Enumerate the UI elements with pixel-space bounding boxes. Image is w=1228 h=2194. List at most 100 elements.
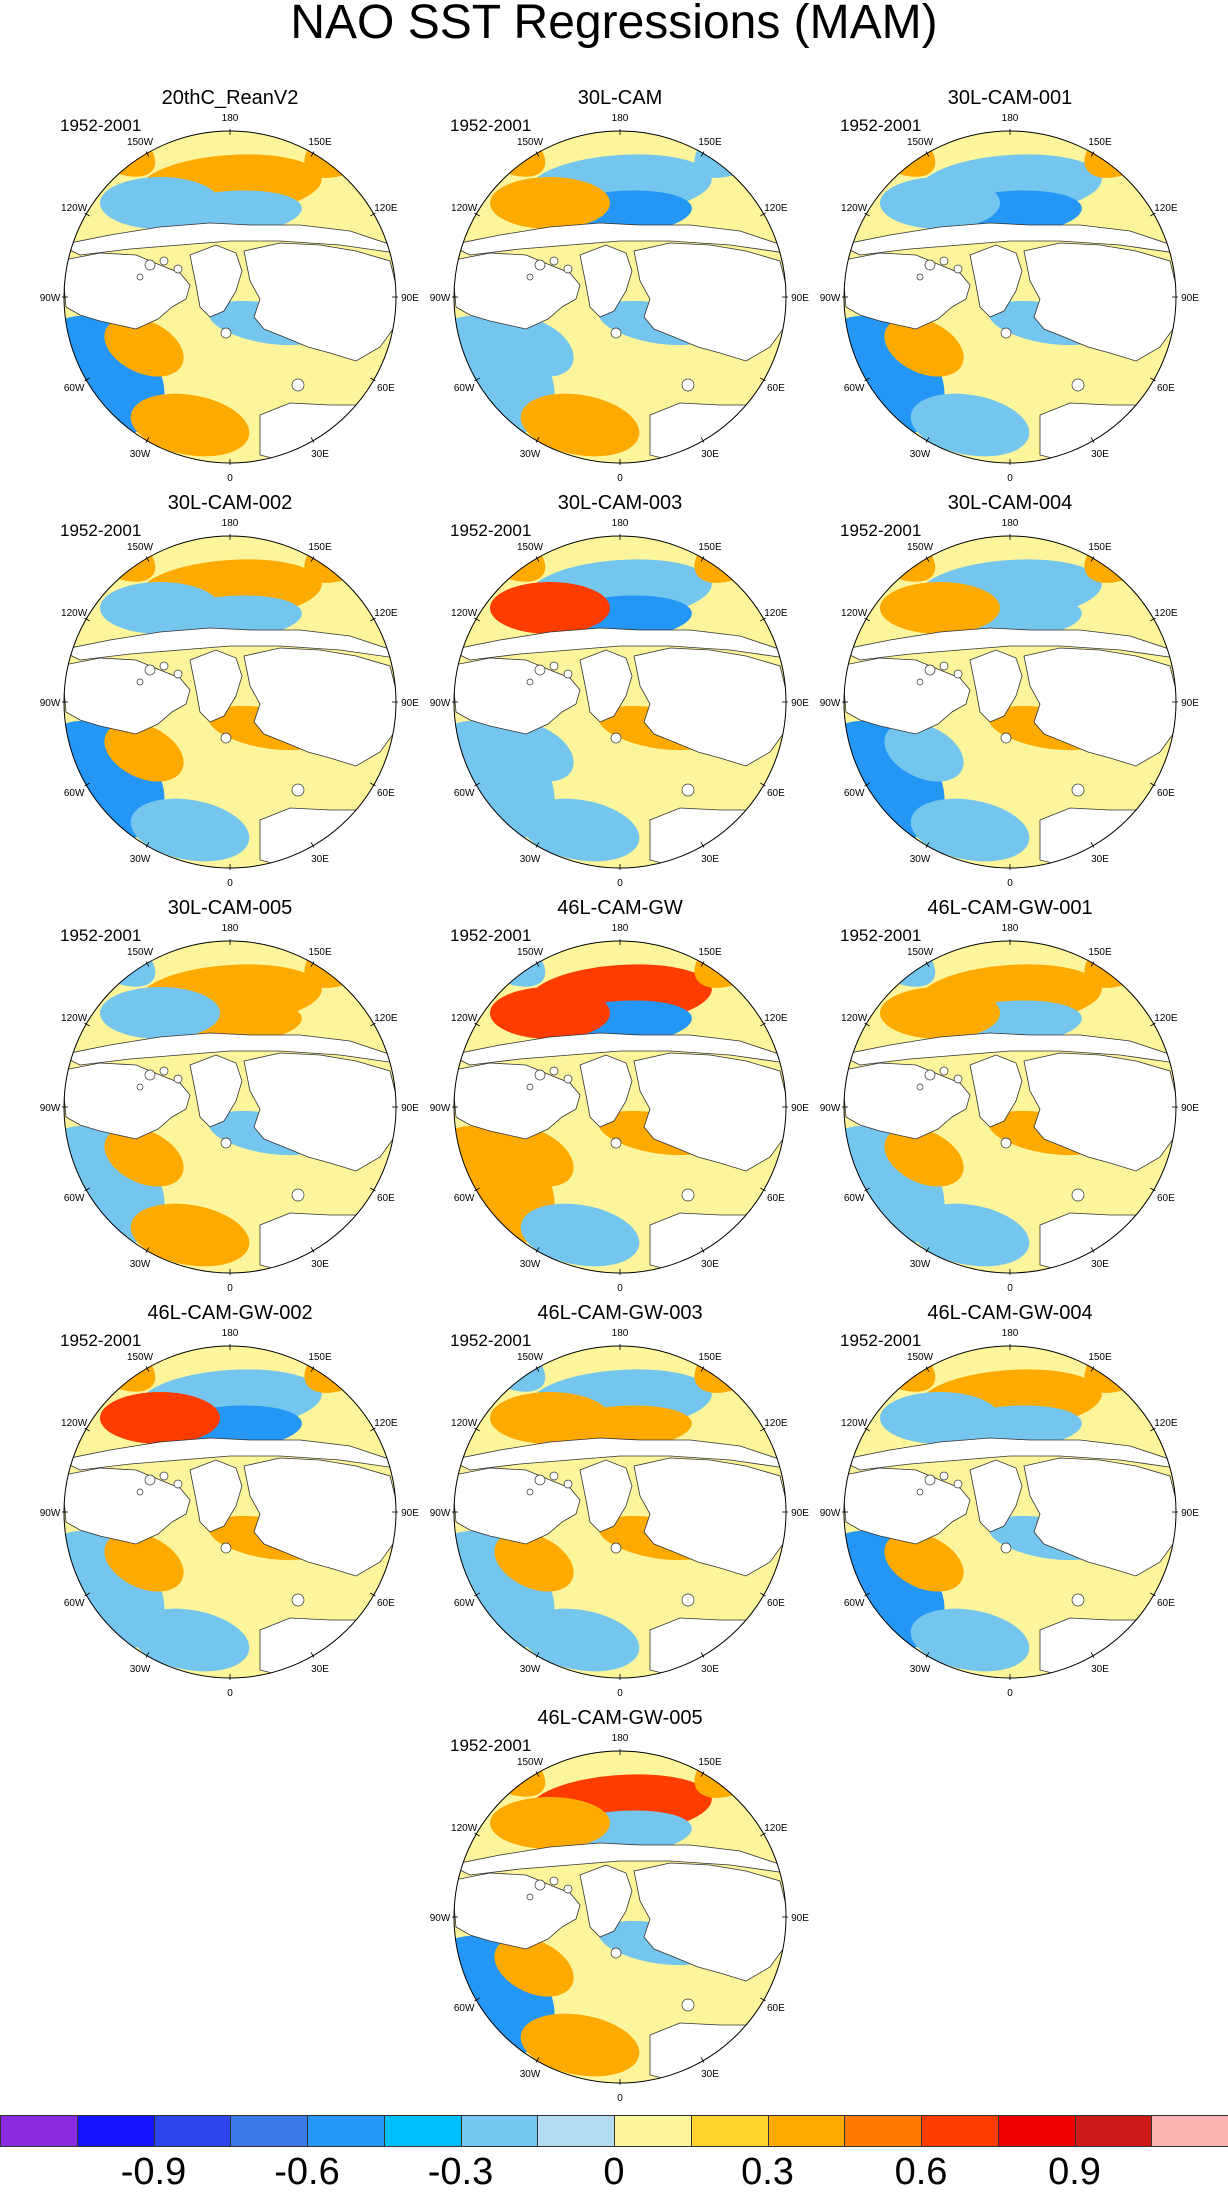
island xyxy=(924,664,936,676)
colorbar-swatch xyxy=(153,2115,232,2147)
island xyxy=(610,1947,622,1959)
landmass xyxy=(633,1457,786,1577)
sst-anomaly-region xyxy=(494,1127,574,1187)
island xyxy=(220,732,232,744)
tick-mark xyxy=(535,1652,540,1658)
island xyxy=(610,327,622,339)
island xyxy=(916,678,924,686)
tick-label: 120E xyxy=(1154,1013,1178,1024)
sst-anomaly-region xyxy=(494,722,574,782)
tick-label: 0 xyxy=(227,878,233,889)
island xyxy=(534,1474,546,1486)
tick-mark xyxy=(370,1187,376,1192)
tick-label: 180 xyxy=(222,518,239,529)
island xyxy=(1071,378,1085,392)
colorbar-label: 0 xyxy=(603,2151,625,2193)
island xyxy=(681,1188,695,1202)
sst-anomaly-region xyxy=(884,1532,964,1592)
island xyxy=(681,1998,695,2012)
tick-label: 150E xyxy=(1088,1352,1112,1363)
sst-anomaly-region xyxy=(884,317,964,377)
island xyxy=(159,661,169,671)
tick-label: 150E xyxy=(308,1352,332,1363)
island xyxy=(939,256,949,266)
tick-mark xyxy=(925,961,930,967)
tick-label: 120W xyxy=(841,1013,868,1024)
colorbar-label: 0.3 xyxy=(741,2151,794,2193)
tick-label: 90E xyxy=(791,1508,809,1519)
tick-label: 60W xyxy=(64,383,85,394)
colorbar-swatch xyxy=(307,2115,385,2147)
tick-label: 60E xyxy=(1157,1193,1175,1204)
tick-mark xyxy=(535,961,540,967)
tick-label: 150W xyxy=(517,1757,544,1768)
tick-label: 150W xyxy=(127,947,154,958)
landmass xyxy=(454,1872,581,1950)
sst-anomaly-region xyxy=(100,1392,220,1444)
tick-mark xyxy=(145,437,150,443)
tick-label: 30W xyxy=(130,854,151,865)
tick-label: 30E xyxy=(1091,1664,1109,1675)
sst-anomaly-region xyxy=(520,393,640,457)
tick-mark xyxy=(1150,212,1156,217)
landmass xyxy=(189,1054,243,1128)
tick-label: 60W xyxy=(64,1193,85,1204)
tick-label: 180 xyxy=(612,923,629,934)
tick-mark xyxy=(145,1247,150,1253)
sst-anomaly-region xyxy=(520,798,640,862)
tick-mark xyxy=(760,377,766,382)
colorbar xyxy=(0,2115,1228,2149)
map-panel: 46L-CAM-GW-001 1952-2001 180 150E 120E 90E 60E… xyxy=(820,895,1200,1294)
tick-label: 120W xyxy=(451,203,478,214)
tick-label: 0 xyxy=(617,473,623,484)
sst-anomaly-region xyxy=(100,177,220,229)
panel-title: 46L-CAM-GW-005 xyxy=(537,1707,703,1729)
tick-label: 60W xyxy=(64,788,85,799)
landmass xyxy=(579,1054,633,1128)
tick-mark xyxy=(474,1427,480,1432)
island xyxy=(526,273,534,281)
tick-label: 60E xyxy=(377,788,395,799)
tick-label: 150E xyxy=(1088,947,1112,958)
tick-label: 30W xyxy=(130,449,151,460)
tick-mark xyxy=(145,1366,150,1372)
tick-label: 30W xyxy=(520,854,541,865)
tick-label: 30E xyxy=(311,449,329,460)
landmass xyxy=(579,1459,633,1533)
tick-label: 120W xyxy=(841,1418,868,1429)
landmass xyxy=(579,244,633,318)
island xyxy=(159,1066,169,1076)
sst-anomaly-region xyxy=(910,393,1030,457)
tick-label: 30W xyxy=(520,449,541,460)
tick-label: 60E xyxy=(1157,383,1175,394)
tick-mark xyxy=(145,961,150,967)
tick-label: 0 xyxy=(617,2093,623,2104)
polar-map: 180 150E 120E 90E 60E 30E 0 30W 60W 90W 120W 150W xyxy=(40,923,420,1294)
colorbar-swatch xyxy=(230,2115,308,2147)
colorbar-swatch xyxy=(767,2115,846,2147)
tick-label: 180 xyxy=(612,518,629,529)
tick-label: 0 xyxy=(617,1283,623,1294)
tick-label: 0 xyxy=(227,473,233,484)
tick-mark xyxy=(1090,556,1095,562)
panel-title: 46L-CAM-GW xyxy=(557,897,683,919)
sst-anomaly-region xyxy=(494,1937,574,1997)
tick-mark xyxy=(700,842,705,848)
tick-mark xyxy=(700,1247,705,1253)
tick-label: 180 xyxy=(222,1328,239,1339)
landmass xyxy=(189,1459,243,1533)
panel-title: 30L-CAM xyxy=(577,87,663,109)
tick-label: 90E xyxy=(791,293,809,304)
panel-title: 30L-CAM-005 xyxy=(167,897,293,919)
landmass xyxy=(633,1862,786,1982)
tick-mark xyxy=(474,617,480,622)
tick-mark xyxy=(370,212,376,217)
tick-mark xyxy=(760,1997,766,2002)
island xyxy=(549,1471,559,1481)
tick-label: 150E xyxy=(698,1757,722,1768)
tick-label: 120E xyxy=(1154,608,1178,619)
tick-label: 90W xyxy=(40,293,61,304)
polar-map: 180 150E 120E 90E 60E 30E 0 30W 60W 90W 120W 150W xyxy=(820,1328,1200,1699)
tick-label: 90W xyxy=(40,1103,61,1114)
colorbar-label: -0.3 xyxy=(427,2151,494,2193)
